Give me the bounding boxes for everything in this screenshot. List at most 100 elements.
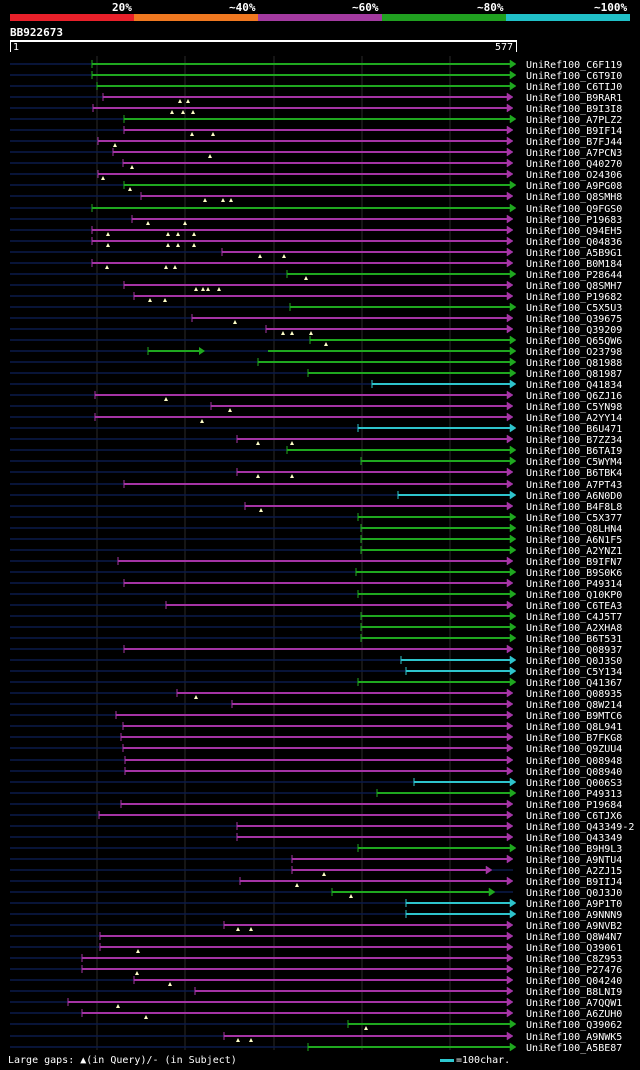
ruler-start-label: 1: [13, 42, 20, 53]
hit-label: UniRef100_A9P1T0: [526, 899, 622, 910]
query-gap-marker: [170, 110, 174, 114]
hit-label: UniRef100_A6ZUH0: [526, 1009, 622, 1020]
hit-arrowhead: [509, 357, 517, 367]
query-gap-marker: [256, 474, 260, 478]
hit-arrowhead: [506, 997, 514, 1007]
hit-label: UniRef100_P49314: [526, 579, 622, 590]
hit-label: UniRef100_Q04836: [526, 237, 622, 248]
hit-arrowhead: [506, 821, 514, 831]
query-gap-marker: [190, 132, 194, 136]
query-gap-marker: [259, 508, 263, 512]
ruler-tick-start: [10, 42, 11, 52]
query-gap-marker: [168, 982, 172, 986]
hit-arrowhead: [506, 236, 514, 246]
hit-label: UniRef100_O23798: [526, 347, 622, 358]
hit-arrowhead: [509, 203, 517, 213]
ruler-end-label: 577: [494, 42, 513, 53]
hit-arrowhead: [509, 523, 517, 533]
hit-label: UniRef100_A7PLZ2: [526, 115, 622, 126]
footer-scale-legend: =100char.: [440, 1055, 510, 1066]
hit-arrowhead: [506, 169, 514, 179]
hit-label: UniRef100_C6T9I0: [526, 71, 622, 82]
hit-arrowhead: [506, 766, 514, 776]
query-gap-marker: [106, 243, 110, 247]
hit-label: UniRef100_Q08937: [526, 645, 622, 656]
hit-label: UniRef100_Q006S3: [526, 778, 622, 789]
hit-label: UniRef100_B6U471: [526, 424, 622, 435]
query-gap-marker: [144, 1015, 148, 1019]
hit-arrowhead: [509, 456, 517, 466]
hit-label: UniRef100_Q41367: [526, 678, 622, 689]
hit-label: UniRef100_Q0J3S0: [526, 656, 622, 667]
query-gap-marker: [201, 287, 205, 291]
query-gap-marker: [221, 198, 225, 202]
query-gap-marker: [249, 1038, 253, 1042]
hit-label: UniRef100_Q8SMH8: [526, 192, 622, 203]
hit-label: UniRef100_Q8LHN4: [526, 524, 622, 535]
query-gap-marker: [181, 110, 185, 114]
hit-label: UniRef100_B7ZZ34: [526, 435, 622, 446]
hit-arrowhead: [509, 269, 517, 279]
legend-pct-100: ~100%: [594, 1, 628, 14]
hit-arrowhead: [506, 291, 514, 301]
hit-label: UniRef100_Q39675: [526, 314, 622, 325]
hit-label: UniRef100_A9NTU4: [526, 855, 622, 866]
hit-label: UniRef100_B6TAI9: [526, 446, 622, 457]
hit-label: UniRef100_C5X5U3: [526, 303, 622, 314]
query-gap-marker: [290, 441, 294, 445]
hit-arrowhead: [509, 368, 517, 378]
hit-label: UniRef100_A9NWK5: [526, 1032, 622, 1043]
query-gap-marker: [164, 397, 168, 401]
hit-arrowhead: [509, 423, 517, 433]
hit-arrowhead: [506, 920, 514, 930]
hit-label: UniRef100_Q81987: [526, 369, 622, 380]
query-ruler: 1 577: [10, 40, 517, 53]
hit-label: UniRef100_B9RAR1: [526, 93, 622, 104]
scale-segment-cyan: [506, 14, 630, 21]
query-gap-marker: [194, 695, 198, 699]
hit-label: UniRef100_Q9ZUU4: [526, 744, 622, 755]
query-gap-marker: [304, 276, 308, 280]
query-gap-marker: [258, 254, 262, 258]
hit-arrowhead: [509, 302, 517, 312]
hit-label: UniRef100_P19682: [526, 292, 622, 303]
hit-arrowhead: [506, 467, 514, 477]
hit-label: UniRef100_Q41834: [526, 380, 622, 391]
hit-arrowhead: [506, 942, 514, 952]
query-gap-marker: [228, 408, 232, 412]
hit-arrowhead: [488, 887, 496, 897]
hit-arrowhead: [506, 390, 514, 400]
hit-arrowhead: [506, 832, 514, 842]
hit-arrowhead: [509, 1019, 517, 1029]
identity-legend: 20% ~40% ~60% ~80% ~100%: [0, 0, 640, 14]
hit-arrowhead: [506, 810, 514, 820]
query-gap-marker: [206, 287, 210, 291]
hit-arrowhead: [506, 721, 514, 731]
hit-arrowhead: [509, 633, 517, 643]
query-gap-marker: [203, 198, 207, 202]
hit-label: UniRef100_Q43349-2: [526, 822, 634, 833]
hit-arrowhead: [506, 644, 514, 654]
hit-arrowhead: [509, 589, 517, 599]
hit-label: UniRef100_Q39209: [526, 325, 622, 336]
legend-pct-60: ~60%: [352, 1, 379, 14]
query-gap-marker: [105, 265, 109, 269]
query-gap-marker: [173, 265, 177, 269]
query-gap-marker: [192, 243, 196, 247]
hit-arrowhead: [506, 225, 514, 235]
hit-arrowhead: [506, 313, 514, 323]
hit-label: UniRef100_A9NNN9: [526, 910, 622, 921]
hit-arrowhead: [509, 379, 517, 389]
query-gap-marker: [349, 894, 353, 898]
hit-arrowhead: [509, 655, 517, 665]
query-gap-marker: [191, 110, 195, 114]
query-gap-marker: [183, 221, 187, 225]
hit-label: UniRef100_A6N1F5: [526, 535, 622, 546]
query-gap-marker: [208, 154, 212, 158]
hit-label: UniRef100_B6T531: [526, 634, 622, 645]
scale-segment-green: [382, 14, 506, 21]
hit-arrowhead: [509, 59, 517, 69]
query-gap-marker: [309, 331, 313, 335]
hit-label: UniRef100_A7QQW1: [526, 998, 622, 1009]
hit-arrowhead: [509, 545, 517, 555]
